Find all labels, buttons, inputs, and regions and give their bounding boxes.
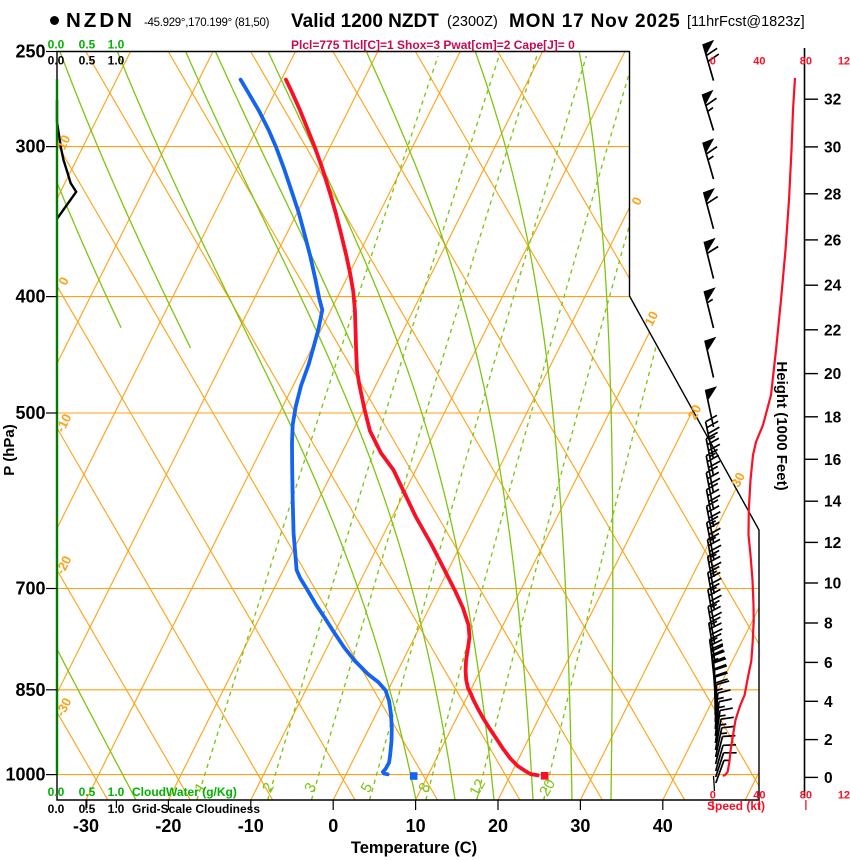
svg-text:MON 17 Nov 2025: MON 17 Nov 2025	[509, 11, 680, 32]
svg-text:1.0: 1.0	[108, 785, 125, 799]
svg-text:0: 0	[710, 56, 716, 68]
svg-text:12: 12	[466, 776, 489, 799]
svg-text:10: 10	[824, 575, 841, 592]
svg-text:30: 30	[570, 816, 590, 836]
svg-text:P (hPa): P (hPa)	[1, 424, 18, 475]
svg-text:0.0: 0.0	[48, 38, 65, 52]
svg-text:250: 250	[15, 42, 45, 62]
svg-text:400: 400	[15, 287, 45, 307]
svg-text:1.0: 1.0	[108, 38, 125, 52]
svg-text:24: 24	[824, 278, 842, 295]
svg-text:0: 0	[824, 770, 833, 787]
svg-text:1.0: 1.0	[108, 802, 125, 816]
svg-text:Valid 1200 NZDT: Valid 1200 NZDT	[291, 11, 439, 32]
svg-text:20: 20	[685, 402, 705, 422]
svg-text:300: 300	[15, 137, 45, 157]
svg-text:40: 40	[753, 790, 765, 802]
svg-text:Height (1000 Feet): Height (1000 Feet)	[773, 361, 790, 490]
svg-text:500: 500	[15, 403, 45, 423]
svg-text:10: 10	[406, 816, 426, 836]
svg-text:1.0: 1.0	[108, 54, 125, 68]
svg-text:16: 16	[824, 452, 842, 469]
svg-text:14: 14	[824, 494, 842, 511]
svg-text:850: 850	[15, 680, 45, 700]
svg-text:2: 2	[824, 732, 833, 749]
svg-text:1000: 1000	[5, 765, 45, 785]
svg-text:0.5: 0.5	[79, 785, 96, 799]
svg-text:-45.929°,170.199° (81,50): -45.929°,170.199° (81,50)	[144, 17, 270, 29]
svg-text:32: 32	[824, 92, 841, 109]
svg-text:12: 12	[824, 535, 841, 552]
svg-text:0.0: 0.0	[48, 54, 65, 68]
svg-text:80: 80	[800, 790, 812, 802]
svg-text:6: 6	[824, 655, 833, 672]
svg-text:-20: -20	[155, 816, 181, 836]
svg-text:40: 40	[753, 56, 765, 68]
svg-text:28: 28	[824, 186, 842, 203]
svg-text:20: 20	[824, 366, 841, 383]
svg-text:CloudWater (g/Kg): CloudWater (g/Kg)	[132, 785, 237, 799]
svg-text:22: 22	[824, 322, 841, 339]
svg-text:Grid-Scale Cloudiness: Grid-Scale Cloudiness	[132, 802, 260, 816]
svg-text:120: 120	[838, 56, 850, 68]
svg-text:Speed (kt): Speed (kt)	[707, 799, 765, 813]
svg-text:-30: -30	[73, 816, 99, 836]
svg-text:-10: -10	[238, 816, 264, 836]
svg-text:Temperature (C): Temperature (C)	[351, 839, 477, 857]
svg-text:0.0: 0.0	[48, 785, 65, 799]
svg-text:0: 0	[710, 790, 716, 802]
svg-text:10: 10	[54, 132, 74, 152]
svg-text:0: 0	[328, 816, 338, 836]
svg-text:NZDN: NZDN	[66, 9, 135, 32]
svg-text:120: 120	[838, 790, 850, 802]
svg-text:Plcl=775 Tlcl[C]=1 Shox=3 Pwat: Plcl=775 Tlcl[C]=1 Shox=3 Pwat[cm]=2 Cap…	[291, 38, 575, 52]
svg-text:40: 40	[653, 816, 673, 836]
svg-text:0.5: 0.5	[79, 802, 96, 816]
svg-text:4: 4	[824, 694, 833, 711]
svg-text:30: 30	[728, 470, 748, 490]
svg-text:26: 26	[824, 232, 842, 249]
svg-text:8: 8	[824, 615, 833, 632]
svg-text:18: 18	[824, 409, 842, 426]
svg-text:(2300Z): (2300Z)	[447, 14, 498, 30]
svg-text:0.5: 0.5	[79, 54, 96, 68]
svg-text:700: 700	[15, 579, 45, 599]
svg-text:80: 80	[800, 56, 812, 68]
svg-text:0.0: 0.0	[48, 802, 65, 816]
svg-text:20: 20	[536, 776, 559, 799]
svg-text:10: 10	[641, 309, 661, 329]
svg-text:30: 30	[824, 139, 841, 156]
svg-text:0.5: 0.5	[79, 38, 96, 52]
svg-text:[11hrFcst@1823z]: [11hrFcst@1823z]	[687, 14, 805, 30]
svg-text:20: 20	[488, 816, 508, 836]
